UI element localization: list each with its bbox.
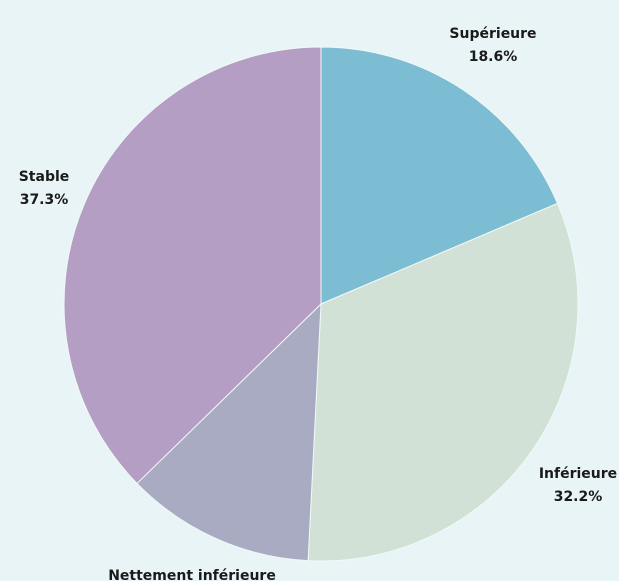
- slice-label-value: 37.3%: [20, 192, 69, 208]
- pie-labels: Supérieure 18.6% Inférieure 32.2% Nettement …: [19, 26, 617, 581]
- pie-slice-sup-rieure: [320, 46, 559, 305]
- slice-label-value: 32.2%: [554, 489, 603, 505]
- pie-slice-inf-rieure: [307, 202, 579, 562]
- slice-label-name: Stable: [19, 169, 70, 185]
- pie-slice-stable: [63, 46, 322, 485]
- slice-label-name: Supérieure: [449, 26, 536, 42]
- slice-label-name: Inférieure: [539, 466, 617, 482]
- slice-label-value: 18.6%: [469, 49, 518, 65]
- pie-slices: [63, 46, 579, 562]
- pie-slice-nettement-inf-rieure: [136, 302, 322, 562]
- slice-label-name: Nettement inférieure: [108, 568, 276, 581]
